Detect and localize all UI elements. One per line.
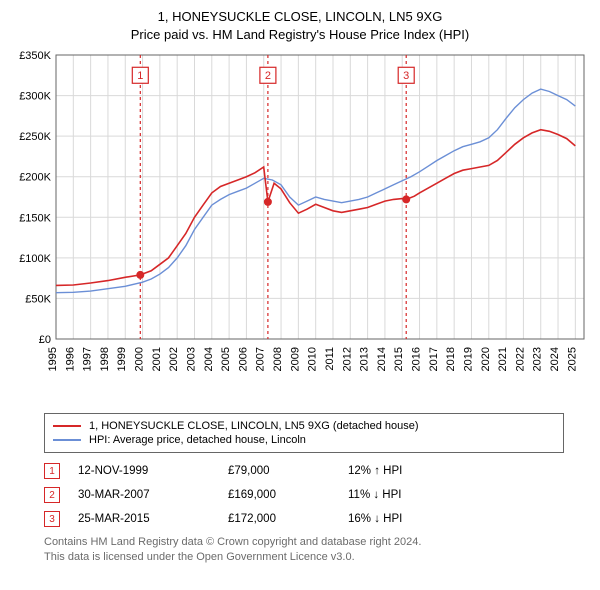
- legend-label: 1, HONEYSUCKLE CLOSE, LINCOLN, LN5 9XG (…: [89, 420, 419, 432]
- svg-text:2013: 2013: [359, 347, 371, 371]
- svg-text:2016: 2016: [411, 347, 423, 371]
- transaction-table: 1 12-NOV-1999 £79,000 12% ↑ HPI 2 30-MAR…: [44, 459, 564, 531]
- svg-text:2021: 2021: [497, 347, 509, 371]
- svg-text:2010: 2010: [307, 347, 319, 371]
- svg-text:2: 2: [265, 70, 271, 82]
- svg-text:2019: 2019: [462, 347, 474, 371]
- svg-text:2014: 2014: [376, 347, 388, 371]
- legend-item: HPI: Average price, detached house, Linc…: [53, 433, 555, 447]
- svg-text:2012: 2012: [341, 347, 353, 371]
- svg-text:2009: 2009: [289, 347, 301, 371]
- tx-price: £172,000: [228, 513, 348, 525]
- svg-text:2017: 2017: [428, 347, 440, 371]
- tx-hpi-diff: 11% ↓ HPI: [348, 489, 468, 501]
- svg-text:£0: £0: [39, 334, 51, 346]
- tx-hpi-diff: 12% ↑ HPI: [348, 465, 468, 477]
- svg-text:1996: 1996: [64, 347, 76, 371]
- tx-index-badge: 1: [44, 463, 60, 479]
- svg-text:2022: 2022: [514, 347, 526, 371]
- svg-text:1995: 1995: [47, 347, 59, 371]
- svg-text:1998: 1998: [99, 347, 111, 371]
- legend-label: HPI: Average price, detached house, Linc…: [89, 434, 306, 446]
- svg-text:1999: 1999: [116, 347, 128, 371]
- svg-text:£350K: £350K: [19, 50, 51, 62]
- svg-text:2015: 2015: [393, 347, 405, 371]
- svg-text:2025: 2025: [566, 347, 578, 371]
- svg-text:3: 3: [403, 70, 409, 82]
- svg-text:2020: 2020: [480, 347, 492, 371]
- chart-area: £0 £50K £100K £150K £200K £250K £300K £350K 1995…: [10, 49, 590, 409]
- table-row: 1 12-NOV-1999 £79,000 12% ↑ HPI: [44, 459, 564, 483]
- title-line-2: Price paid vs. HM Land Registry's House …: [10, 26, 590, 44]
- svg-text:£150K: £150K: [19, 212, 51, 224]
- svg-text:2011: 2011: [324, 347, 336, 371]
- svg-text:2006: 2006: [237, 347, 249, 371]
- svg-text:2024: 2024: [549, 347, 561, 371]
- table-row: 3 25-MAR-2015 £172,000 16% ↓ HPI: [44, 507, 564, 531]
- table-row: 2 30-MAR-2007 £169,000 11% ↓ HPI: [44, 483, 564, 507]
- line-chart-svg: £0 £50K £100K £150K £200K £250K £300K £350K 1995…: [10, 49, 590, 409]
- svg-text:2018: 2018: [445, 347, 457, 371]
- svg-text:2023: 2023: [532, 347, 544, 371]
- svg-text:2002: 2002: [168, 347, 180, 371]
- attribution: Contains HM Land Registry data © Crown c…: [44, 535, 564, 565]
- legend-item: 1, HONEYSUCKLE CLOSE, LINCOLN, LN5 9XG (…: [53, 419, 555, 433]
- svg-text:£250K: £250K: [19, 131, 51, 143]
- svg-text:£200K: £200K: [19, 172, 51, 184]
- svg-text:2003: 2003: [185, 347, 197, 371]
- attribution-line-1: Contains HM Land Registry data © Crown c…: [44, 535, 564, 550]
- tx-hpi-diff: 16% ↓ HPI: [348, 513, 468, 525]
- svg-text:2001: 2001: [151, 347, 163, 371]
- svg-text:£300K: £300K: [19, 91, 51, 103]
- svg-text:2008: 2008: [272, 347, 284, 371]
- svg-text:2004: 2004: [203, 347, 215, 371]
- svg-text:2000: 2000: [134, 347, 146, 371]
- tx-date: 12-NOV-1999: [78, 465, 228, 477]
- chart-title-block: 1, HONEYSUCKLE CLOSE, LINCOLN, LN5 9XG P…: [10, 8, 590, 43]
- title-line-1: 1, HONEYSUCKLE CLOSE, LINCOLN, LN5 9XG: [10, 8, 590, 26]
- legend-swatch-blue: [53, 439, 81, 441]
- tx-index-badge: 2: [44, 487, 60, 503]
- legend-swatch-red: [53, 425, 81, 427]
- svg-text:1: 1: [137, 70, 143, 82]
- svg-text:£100K: £100K: [19, 253, 51, 265]
- tx-price: £169,000: [228, 489, 348, 501]
- svg-text:£50K: £50K: [25, 294, 51, 306]
- svg-text:1997: 1997: [82, 347, 94, 371]
- tx-price: £79,000: [228, 465, 348, 477]
- svg-text:2005: 2005: [220, 347, 232, 371]
- tx-date: 25-MAR-2015: [78, 513, 228, 525]
- legend: 1, HONEYSUCKLE CLOSE, LINCOLN, LN5 9XG (…: [44, 413, 564, 453]
- tx-date: 30-MAR-2007: [78, 489, 228, 501]
- attribution-line-2: This data is licensed under the Open Gov…: [44, 550, 564, 565]
- tx-index-badge: 3: [44, 511, 60, 527]
- svg-text:2007: 2007: [255, 347, 267, 371]
